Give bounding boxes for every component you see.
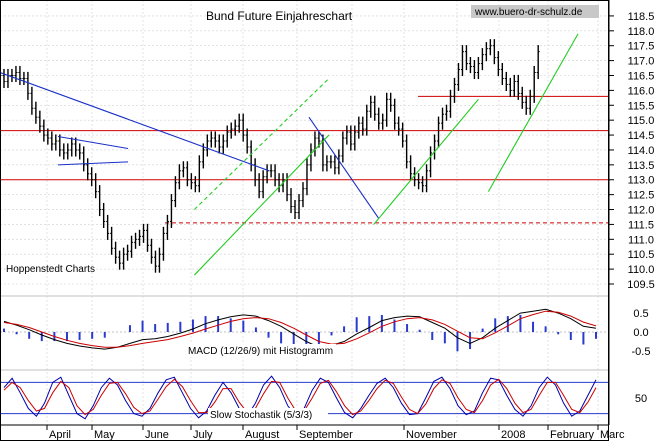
y-tick-label: 118.0 <box>628 26 655 38</box>
x-tick-label: September <box>299 429 353 441</box>
price-pane <box>0 0 609 285</box>
y-tick-label: 115.0 <box>628 115 655 127</box>
stoch-label: Slow Stochastik (5/3/3) <box>210 410 312 421</box>
x-tick-label: April <box>49 429 71 441</box>
trend-line-green_channel_upper <box>193 78 330 210</box>
y-tick-label: 112.0 <box>628 205 655 217</box>
x-axis: April May June July August September November 2… <box>0 424 625 441</box>
stoch-y-tick-label: 50 <box>635 393 647 405</box>
y-tick-label: 110.5 <box>628 249 655 261</box>
trend-line-green_jan <box>487 33 579 192</box>
trend-line-blue_sept <box>308 116 380 219</box>
chart-title: Bund Future Einjahreschart <box>206 9 353 23</box>
source-label: www.buero-dr-schulz.de <box>474 7 583 18</box>
macd-y-tick-label: -0.5 <box>632 346 651 358</box>
x-tick-label: 2008 <box>501 429 525 441</box>
macd-label-bg <box>186 344 336 357</box>
y-tick-label: 117.0 <box>628 56 655 68</box>
macd-label: MACD (12/26/9) mit Histogramm <box>188 346 333 357</box>
y-tick-label: 116.0 <box>628 85 655 97</box>
y-tick-label: 114.5 <box>628 130 655 142</box>
y-tick-label: 111.5 <box>628 219 654 231</box>
x-tick-label: February <box>550 429 595 441</box>
pennant-upper-line <box>57 136 129 149</box>
x-tick-label: August <box>245 429 279 441</box>
y-tick-label: 117.5 <box>628 41 655 53</box>
pennant-lower-line <box>57 161 129 166</box>
y-tick-label: 111.0 <box>628 234 654 246</box>
macd-line-macd <box>3 308 597 350</box>
price-bars <box>0 39 540 273</box>
x-tick-label: May <box>94 429 115 441</box>
trend-line-green_channel_lower <box>193 134 330 276</box>
trend-line-green_nov <box>373 98 479 225</box>
x-tick-label: November <box>406 429 457 441</box>
y-tick-label: 109.5 <box>627 279 655 291</box>
y-tick-label: 114.0 <box>628 145 655 157</box>
x-tick-label: June <box>145 429 169 441</box>
y-tick-label: 110.0 <box>628 264 655 276</box>
macd-panel: 0.5 0.0 -0.5 <box>0 308 650 358</box>
price-y-axis: 109.5 110.0 110.5 111.0 111.5 112.0 112.5 113.0… <box>609 11 655 291</box>
y-tick-label: 113.5 <box>628 160 655 172</box>
macd-y-tick-label: 0.0 <box>633 327 648 339</box>
y-tick-label: 113.0 <box>628 175 655 187</box>
macd-line-signal <box>3 310 597 348</box>
source-label-bg <box>471 5 599 18</box>
y-tick-label: 116.5 <box>628 70 655 82</box>
trend-lines <box>0 33 579 276</box>
trend-line-blue_downtrend <box>0 71 270 172</box>
stoch-label-bg <box>208 408 328 421</box>
x-tick-label: July <box>193 429 213 441</box>
y-tick-label: 118.5 <box>628 11 655 23</box>
y-tick-label: 115.5 <box>628 100 655 112</box>
y-tick-label: 112.5 <box>628 190 655 202</box>
x-tick-label: Marc <box>600 429 625 441</box>
macd-y-tick-label: 0.5 <box>633 308 648 320</box>
credit-label: Hoppenstedt Charts <box>6 264 95 275</box>
